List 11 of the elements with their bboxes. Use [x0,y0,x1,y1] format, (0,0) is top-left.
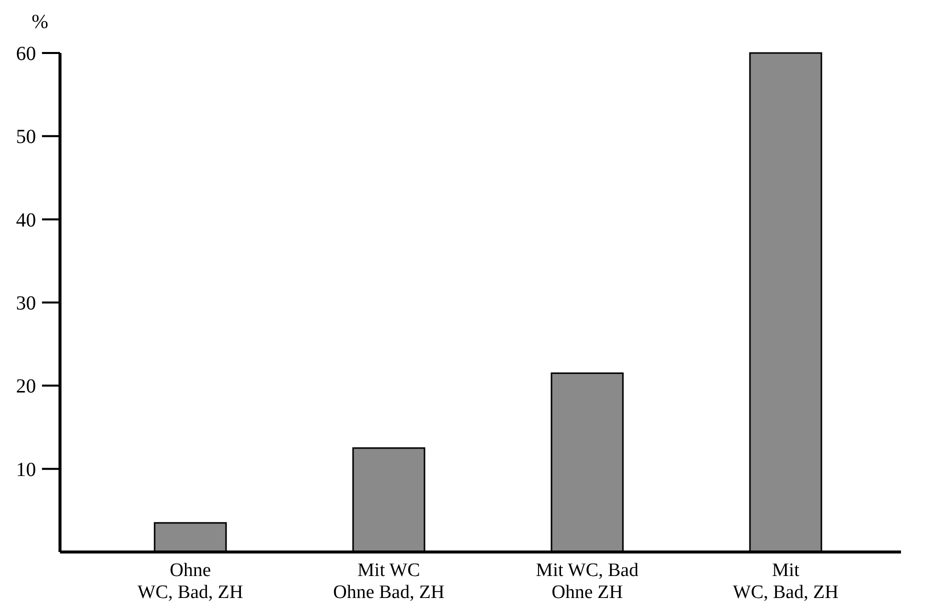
y-tick-label: 30 [16,292,36,314]
y-tick-label: 50 [16,126,36,148]
y-tick-label: 10 [16,458,36,481]
y-tick-label: 20 [16,376,36,398]
y-tick-label: 60 [16,43,36,65]
y-axis-title: % [32,11,48,33]
x-tick-label: Mit WC, Bad, ZH [732,560,839,603]
x-tick-label: Mit WC, Bad Ohne ZH [536,560,640,603]
y-tick-label: 40 [16,209,36,232]
x-tick-label: Mit WC Ohne Bad, ZH [333,560,445,603]
x-tick-label: Ohne WC, Bad, ZH [138,560,244,603]
